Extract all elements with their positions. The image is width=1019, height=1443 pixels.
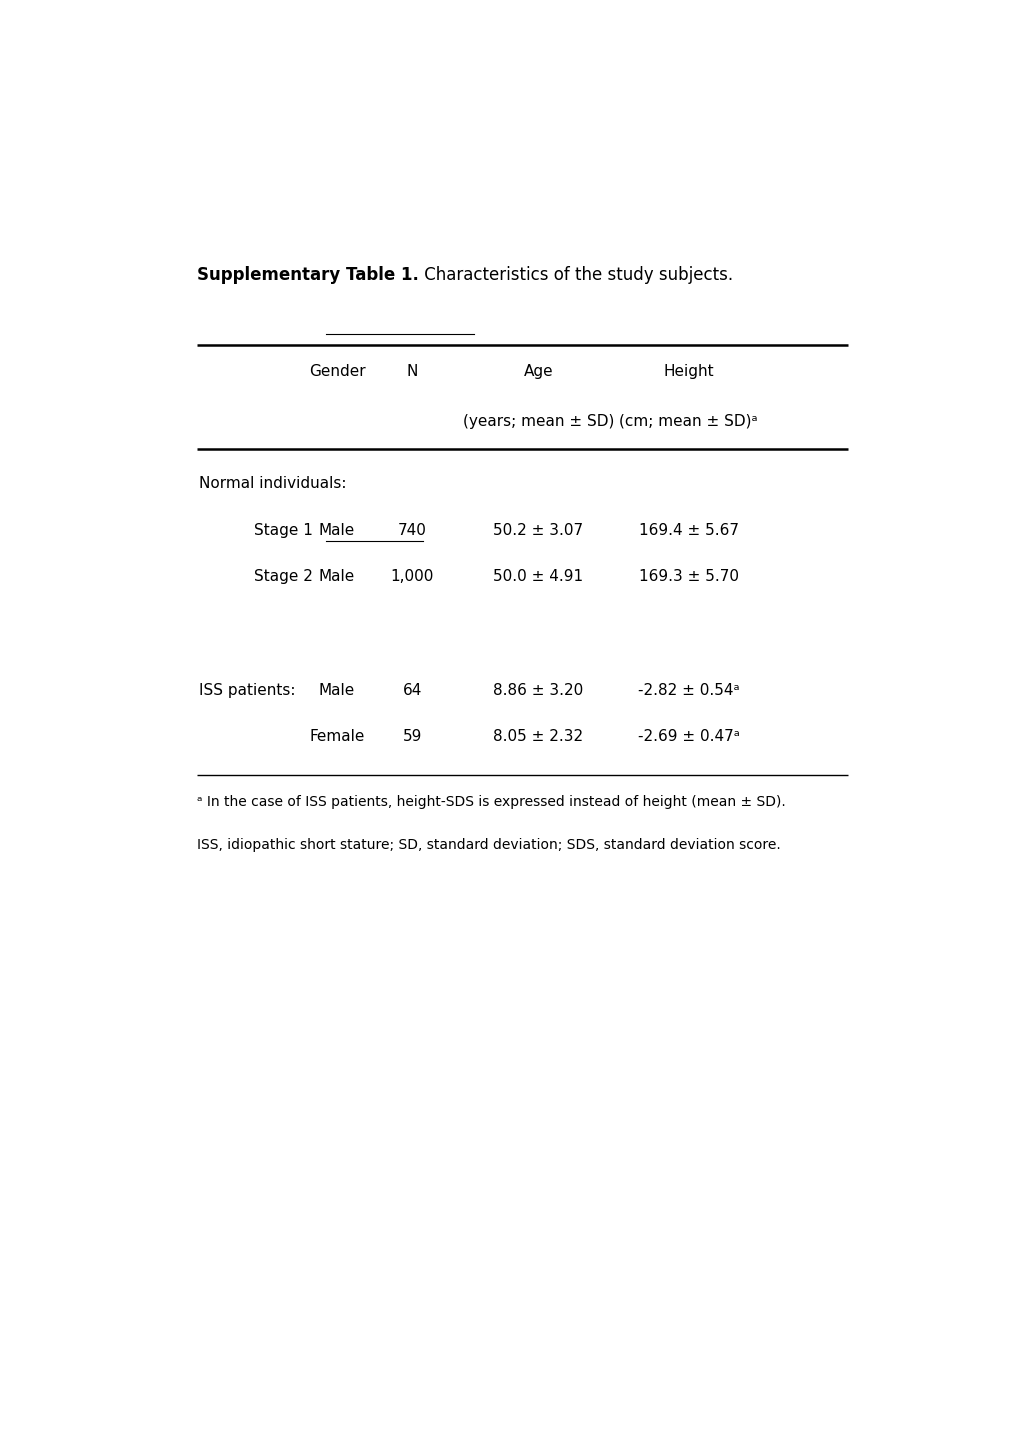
- Text: -2.69 ± 0.47ᵃ: -2.69 ± 0.47ᵃ: [637, 729, 739, 745]
- Text: (cm; mean ± SD)ᵃ: (cm; mean ± SD)ᵃ: [619, 414, 757, 429]
- Text: ISS patients:: ISS patients:: [199, 683, 294, 697]
- Text: Male: Male: [319, 522, 355, 538]
- Text: 50.0 ± 4.91: 50.0 ± 4.91: [493, 570, 583, 584]
- Text: 50.2 ± 3.07: 50.2 ± 3.07: [493, 522, 583, 538]
- Text: 8.05 ± 2.32: 8.05 ± 2.32: [493, 729, 583, 745]
- Text: Normal individuals:: Normal individuals:: [199, 476, 345, 491]
- Text: Gender: Gender: [309, 364, 365, 378]
- Text: Stage 2: Stage 2: [254, 570, 313, 584]
- Text: 8.86 ± 3.20: 8.86 ± 3.20: [493, 683, 583, 697]
- Text: Age: Age: [523, 364, 553, 378]
- Text: ISS, idiopathic short stature; SD, standard deviation; SDS, standard deviation s: ISS, idiopathic short stature; SD, stand…: [197, 837, 781, 851]
- Text: Supplementary Table 1.: Supplementary Table 1.: [197, 267, 419, 284]
- Text: Height: Height: [662, 364, 713, 378]
- Text: (years; mean ± SD): (years; mean ± SD): [463, 414, 613, 429]
- Text: 64: 64: [403, 683, 421, 697]
- Text: Characteristics of the study subjects.: Characteristics of the study subjects.: [419, 267, 733, 284]
- Text: 740: 740: [397, 522, 426, 538]
- Text: 59: 59: [403, 729, 421, 745]
- Text: N: N: [406, 364, 418, 378]
- Text: Male: Male: [319, 570, 355, 584]
- Text: Stage 1: Stage 1: [254, 522, 313, 538]
- Text: -2.82 ± 0.54ᵃ: -2.82 ± 0.54ᵃ: [637, 683, 739, 697]
- Text: 169.4 ± 5.67: 169.4 ± 5.67: [638, 522, 738, 538]
- Text: 169.3 ± 5.70: 169.3 ± 5.70: [638, 570, 738, 584]
- Text: ᵃ In the case of ISS patients, height-SDS is expressed instead of height (mean ±: ᵃ In the case of ISS patients, height-SD…: [197, 795, 785, 810]
- Text: Male: Male: [319, 683, 355, 697]
- Text: Female: Female: [309, 729, 365, 745]
- Text: 1,000: 1,000: [390, 570, 433, 584]
